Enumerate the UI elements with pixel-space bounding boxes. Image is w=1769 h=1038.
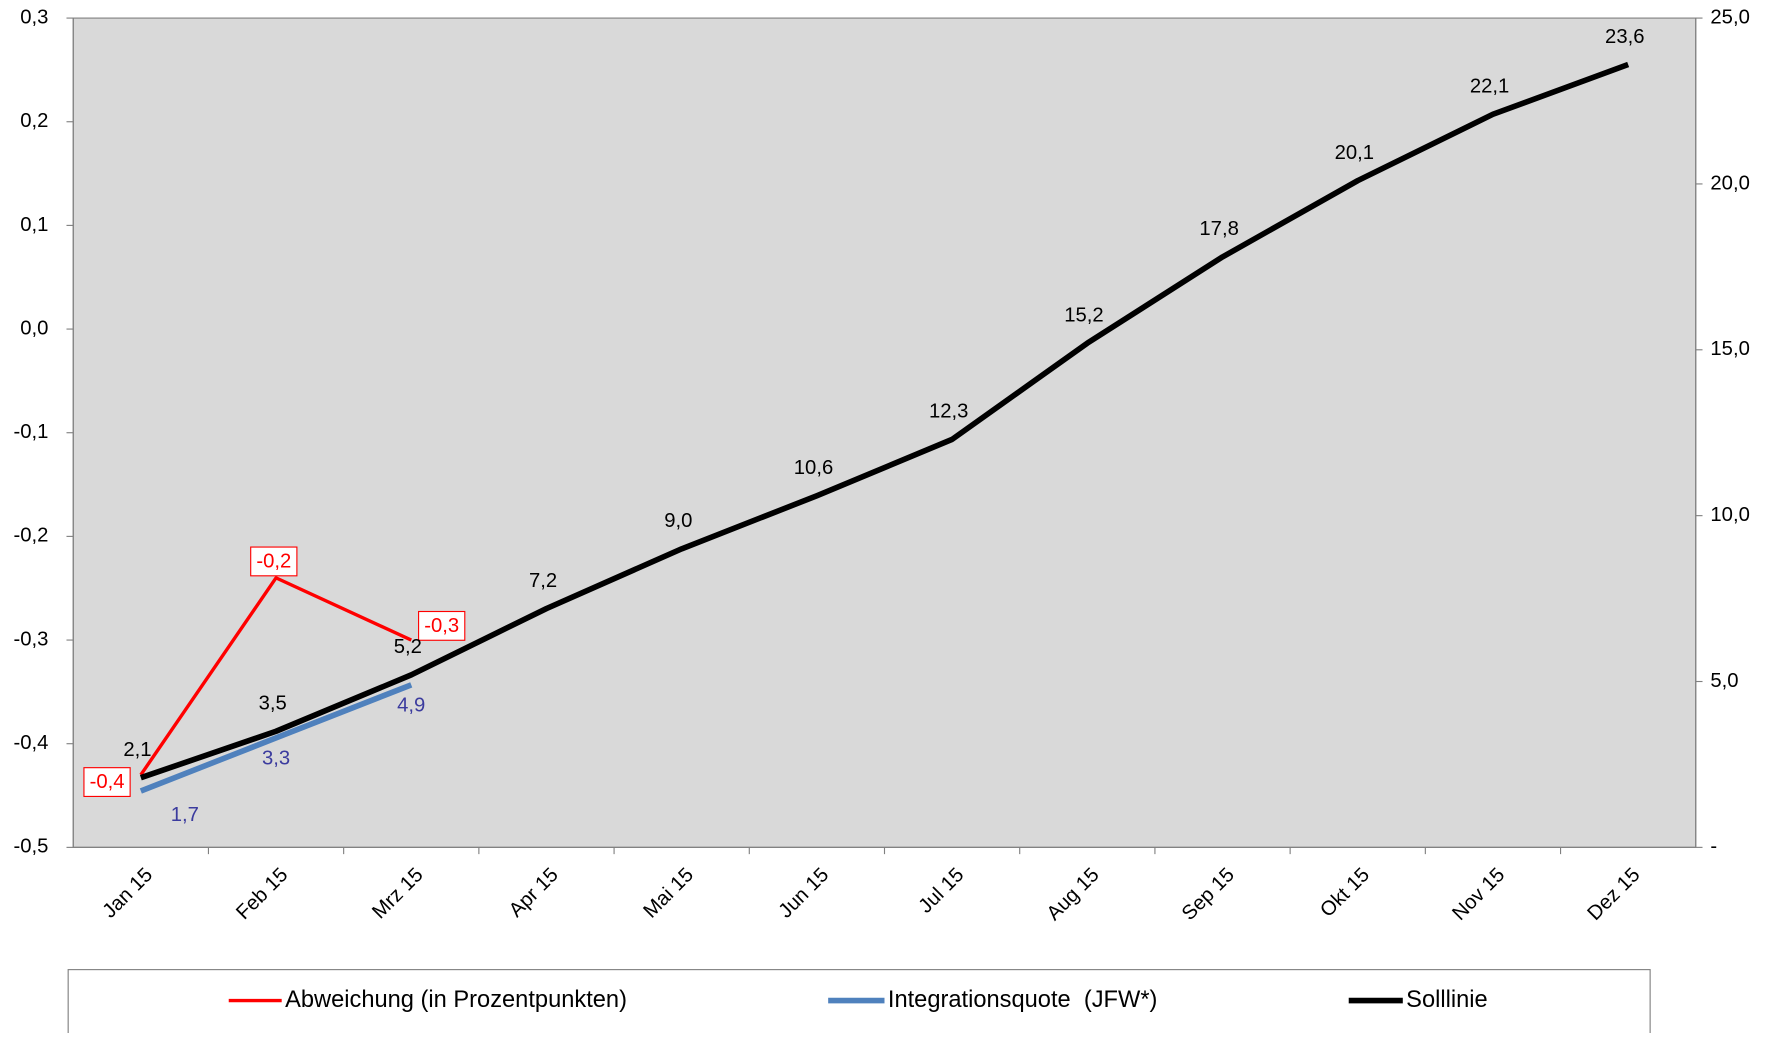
y-tick-label: 0,3 bbox=[20, 6, 48, 28]
data-label-box bbox=[250, 546, 298, 577]
data-label: 23,6 bbox=[1605, 26, 1644, 48]
x-tick-label: Feb 15 bbox=[232, 864, 292, 924]
data-label: 15,2 bbox=[1064, 304, 1103, 326]
data-label: 22,1 bbox=[1470, 76, 1509, 98]
x-tick-label: Mai 15 bbox=[639, 864, 698, 923]
x-tick-label: Apr 15 bbox=[505, 864, 563, 922]
data-label: 1,7 bbox=[171, 804, 199, 826]
y2-tick-label: 5,0 bbox=[1710, 670, 1738, 692]
x-tick-label: Okt 15 bbox=[1316, 864, 1374, 922]
data-label: -0,2 bbox=[256, 550, 291, 572]
y-tick-label: -0,5 bbox=[14, 836, 49, 858]
x-tick-label: Jan 15 bbox=[99, 864, 158, 923]
y2-tick-label: 20,0 bbox=[1710, 172, 1749, 194]
x-tick-label: Jul 15 bbox=[915, 864, 969, 918]
y-tick-label: -0,4 bbox=[14, 732, 49, 754]
y2-tick-label: 25,0 bbox=[1710, 6, 1749, 28]
data-label: 2,1 bbox=[123, 739, 151, 761]
data-label-box bbox=[83, 767, 131, 797]
y-tick-label: -0,2 bbox=[14, 525, 49, 547]
y-tick-label: 0,1 bbox=[20, 214, 48, 236]
data-label: -0,3 bbox=[424, 615, 459, 637]
x-tick-label: Aug 15 bbox=[1043, 864, 1104, 925]
data-label: 7,2 bbox=[529, 570, 557, 592]
data-label: 9,0 bbox=[664, 510, 692, 532]
series-line bbox=[139, 682, 413, 794]
series-line bbox=[139, 61, 1630, 781]
x-tick-label: Dez 15 bbox=[1584, 864, 1645, 925]
data-label: -0,4 bbox=[90, 771, 125, 793]
data-label: 3,5 bbox=[259, 693, 287, 715]
y2-tick-label: 15,0 bbox=[1710, 338, 1749, 360]
y-tick-label: 0,0 bbox=[20, 317, 48, 339]
data-label: 10,6 bbox=[794, 457, 833, 479]
y-tick-label: -0,3 bbox=[14, 628, 49, 650]
x-tick-label: Mrz 15 bbox=[368, 864, 427, 923]
series-line bbox=[139, 576, 412, 776]
legend-label: Solllinie bbox=[1406, 987, 1488, 1013]
x-tick-label: Jun 15 bbox=[775, 864, 834, 923]
data-label: 5,2 bbox=[394, 636, 422, 658]
x-tick-label: Nov 15 bbox=[1448, 864, 1509, 925]
data-label: 17,8 bbox=[1199, 218, 1238, 240]
data-label: 4,9 bbox=[397, 695, 425, 717]
y-tick-label: -0,1 bbox=[14, 421, 49, 443]
y-tick-label: 0,2 bbox=[20, 110, 48, 132]
legend-label: Abweichung (in Prozentpunkten) bbox=[285, 987, 627, 1013]
legend-label: Integrationsquote (JFW*) bbox=[888, 987, 1158, 1013]
data-label: 12,3 bbox=[929, 401, 968, 423]
x-tick-label: Sep 15 bbox=[1178, 864, 1239, 925]
y2-tick-label: - bbox=[1710, 836, 1717, 858]
data-label: 20,1 bbox=[1335, 142, 1374, 164]
y2-tick-label: 10,0 bbox=[1710, 504, 1749, 526]
data-label-box bbox=[418, 610, 466, 641]
data-label: 3,3 bbox=[262, 748, 290, 770]
